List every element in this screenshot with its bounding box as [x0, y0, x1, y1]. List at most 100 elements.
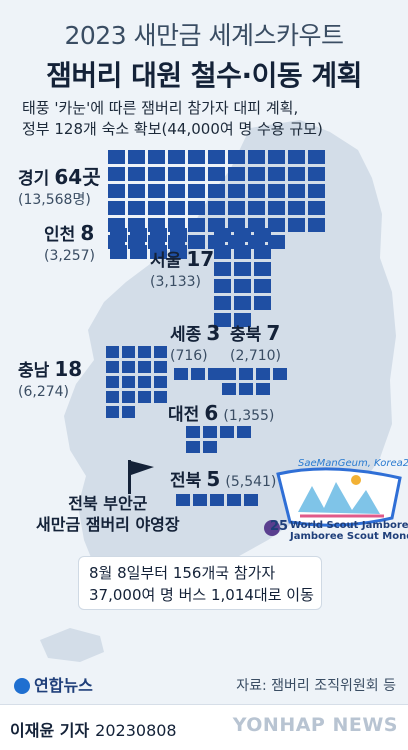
- accommodation-square: [188, 201, 205, 215]
- accommodation-square: [254, 228, 271, 242]
- accommodation-square: [288, 167, 305, 181]
- accommodation-square: [268, 167, 285, 181]
- accommodation-square: [214, 279, 231, 293]
- accommodation-square: [176, 494, 190, 506]
- region-capacity: (2,710): [230, 347, 282, 364]
- sejong-square-grid: [174, 368, 222, 380]
- region-name: 인천: [44, 225, 76, 245]
- region-count: 7: [266, 321, 281, 345]
- accommodation-square: [108, 184, 125, 198]
- region-name: 대전: [168, 405, 200, 425]
- accommodation-square: [168, 184, 185, 198]
- region-name: 충북: [230, 325, 262, 345]
- daejeon-square-grid: [186, 426, 251, 453]
- accommodation-square: [106, 361, 119, 373]
- accommodation-square: [208, 368, 222, 380]
- incheon-square-grid: [110, 228, 187, 259]
- region-label-daejeon: 대전 6 (1,355): [168, 402, 274, 426]
- accommodation-square: [248, 201, 265, 215]
- accommodation-square: [222, 368, 236, 380]
- accommodation-square: [268, 218, 285, 232]
- page-title-line1: 2023 새만금 세계스카우트: [64, 21, 344, 50]
- accommodation-square: [308, 201, 325, 215]
- accommodation-square: [188, 218, 205, 232]
- accommodation-square: [228, 184, 245, 198]
- accommodation-square: [150, 245, 167, 259]
- yonhap-logo-text: 연합뉴스: [34, 676, 93, 695]
- accommodation-square: [308, 218, 325, 232]
- accommodation-square: [122, 346, 135, 358]
- accommodation-square: [214, 296, 231, 310]
- source-text: 자료: 잼버리 조직위원회 등: [236, 678, 396, 694]
- region-name: 충남: [18, 361, 50, 381]
- jeonbuk-square-grid: [176, 494, 258, 506]
- campsite-label: 전북 부안군 새만금 잼버리 야영장: [36, 493, 180, 535]
- accommodation-square: [110, 245, 127, 259]
- accommodation-square: [214, 228, 231, 242]
- publish-date: 20230808: [95, 721, 177, 740]
- region-label-incheon: 인천 8 (3,257): [44, 222, 95, 264]
- accommodation-square: [256, 368, 270, 380]
- region-count: 5: [206, 467, 221, 491]
- accommodation-square: [234, 296, 251, 310]
- region-name: 세종: [170, 325, 202, 345]
- reporter-credit: 이재윤 기자 20230808: [10, 717, 177, 741]
- accommodation-square: [254, 262, 271, 276]
- accommodation-square: [188, 235, 205, 249]
- jamboree-script: SaeManGeum, Korea2023: [298, 458, 408, 469]
- accommodation-square: [210, 494, 224, 506]
- region-label-seoul: 서울 17 (3,133): [150, 248, 214, 290]
- subtitle-line1: 태풍 '카눈'에 따른 잼버리 참가자 대피 계획,: [22, 99, 299, 117]
- accommodation-square: [108, 201, 125, 215]
- accommodation-square: [193, 494, 207, 506]
- accommodation-square: [138, 376, 151, 388]
- accommodation-square: [106, 376, 119, 388]
- accommodation-square: [128, 167, 145, 181]
- accommodation-square: [154, 346, 167, 358]
- info-line1: 8월 8일부터 156개국 참가자: [89, 564, 276, 582]
- accommodation-square: [138, 361, 151, 373]
- accommodation-square: [288, 201, 305, 215]
- accommodation-square: [288, 150, 305, 164]
- accommodation-square: [228, 167, 245, 181]
- accommodation-square: [214, 262, 231, 276]
- accommodation-square: [170, 228, 187, 242]
- seoul-square-grid: [214, 228, 271, 327]
- info-line2: 37,000여 명 버스 1,014대로 이동: [89, 586, 314, 604]
- footer-bar: 이재윤 기자 20230808 YONHAP NEWS: [0, 704, 408, 750]
- accommodation-square: [108, 150, 125, 164]
- accommodation-square: [138, 391, 151, 403]
- accommodation-square: [308, 167, 325, 181]
- page-title-line2: 잼버리 대원 철수·이동 계획: [46, 59, 362, 92]
- accommodation-square: [122, 391, 135, 403]
- accommodation-square: [228, 201, 245, 215]
- accommodation-square: [106, 391, 119, 403]
- yonhap-watermark: YONHAP NEWS: [232, 714, 398, 736]
- accommodation-square: [106, 406, 119, 418]
- accommodation-square: [222, 383, 236, 395]
- accommodation-square: [122, 361, 135, 373]
- accommodation-square: [208, 201, 225, 215]
- accommodation-square: [154, 391, 167, 403]
- yonhap-logo: 연합뉴스: [14, 672, 93, 696]
- region-capacity: (3,257): [44, 247, 96, 264]
- accommodation-square: [208, 167, 225, 181]
- accommodation-square: [130, 245, 147, 259]
- accommodation-square: [170, 245, 187, 259]
- accommodation-square: [203, 426, 217, 438]
- accommodation-square: [288, 218, 305, 232]
- accommodation-square: [168, 150, 185, 164]
- accommodation-square: [248, 184, 265, 198]
- accommodation-square: [150, 228, 167, 242]
- accommodation-square: [220, 426, 234, 438]
- region-name: 경기: [18, 169, 50, 189]
- campsite-line2: 새만금 잼버리 야영장: [36, 515, 180, 534]
- jamboree-logo-icon: [264, 467, 402, 536]
- region-label-sejong: 세종 3 (716): [170, 322, 220, 364]
- accommodation-square: [191, 368, 205, 380]
- accommodation-square: [108, 167, 125, 181]
- accommodation-square: [186, 426, 200, 438]
- accommodation-square: [228, 150, 245, 164]
- accommodation-square: [148, 150, 165, 164]
- accommodation-square: [130, 228, 147, 242]
